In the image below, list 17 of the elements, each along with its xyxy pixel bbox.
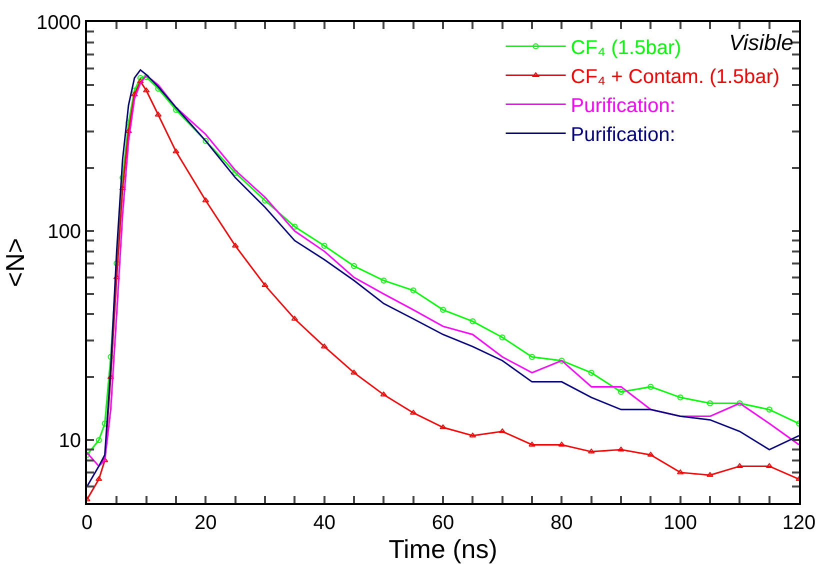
legend-label: Purification:: [570, 124, 676, 146]
x-tick-label: 40: [313, 512, 336, 534]
x-axis-title: Time (ns): [388, 534, 498, 564]
x-tick-label: 120: [782, 512, 816, 534]
x-tick-label: 80: [550, 512, 573, 534]
y-axis-title: <N>: [0, 238, 30, 288]
x-tick-label: 100: [664, 512, 698, 534]
legend-label: CF₄ + Contam. (1.5bar): [570, 66, 780, 88]
y-tick-label: 10: [58, 430, 81, 452]
x-tick-label: 60: [432, 512, 454, 534]
y-tick-label: 1000: [36, 12, 81, 34]
annotation: Visible: [729, 30, 794, 55]
legend-label: Purification:: [570, 95, 676, 118]
legend-label: CF₄ (1.5bar): [570, 37, 682, 60]
y-tick-label: 100: [48, 221, 81, 244]
x-tick-label: 0: [81, 512, 93, 534]
x-tick-label: 20: [194, 512, 217, 534]
